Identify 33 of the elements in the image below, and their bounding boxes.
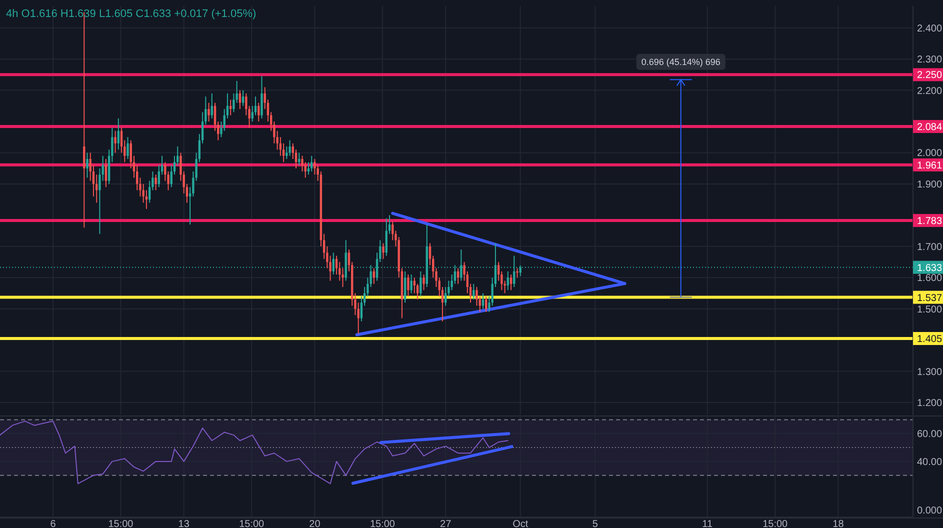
y-tick-label: 1.700 bbox=[917, 242, 942, 253]
y-tick-label: 1.300 bbox=[917, 366, 942, 378]
x-tick-label: 5 bbox=[592, 519, 598, 528]
x-tick-label: 15:00 bbox=[370, 519, 396, 528]
x-tick-label: 20 bbox=[309, 519, 321, 528]
y-tick-label: 2.400 bbox=[917, 23, 942, 34]
x-tick-label: 15:00 bbox=[762, 519, 788, 528]
x-tick-label: 13 bbox=[178, 519, 190, 528]
ref-line-label: 1.537 bbox=[917, 292, 942, 304]
ref-line-label: 2.250 bbox=[917, 70, 942, 82]
ref-line-label: 1.961 bbox=[917, 160, 942, 172]
ref-line-label: 2.084 bbox=[917, 122, 942, 134]
y-tick-label: 0.000 bbox=[917, 506, 942, 516]
ref-line-label: 1.405 bbox=[917, 334, 942, 346]
y-tick-label: 2.000 bbox=[917, 148, 942, 160]
y-tick-label: 1.500 bbox=[917, 304, 942, 316]
x-tick-label: 18 bbox=[832, 519, 844, 528]
y-tick-label: 40.00 bbox=[917, 456, 942, 468]
y-tick-label: 1.200 bbox=[917, 398, 942, 410]
y-tick-label: 1.900 bbox=[917, 179, 942, 190]
y-tick-label: 60.00 bbox=[917, 429, 942, 440]
ref-line-label: 1.783 bbox=[917, 216, 942, 227]
y-tick-label: 2.300 bbox=[917, 54, 942, 66]
x-tick-label: 15:00 bbox=[108, 519, 134, 528]
x-tick-label: Oct bbox=[512, 519, 528, 528]
y-tick-label: 1.600 bbox=[917, 273, 942, 284]
ref-line-label: 1.633 bbox=[917, 262, 942, 274]
annotation: 0.696 (45.14%) 696 bbox=[641, 56, 720, 67]
x-tick-label: 27 bbox=[440, 519, 452, 528]
y-tick-label: 2.200 bbox=[917, 86, 942, 97]
x-tick-label: 11 bbox=[702, 519, 713, 528]
x-tick-label: 6 bbox=[50, 519, 56, 528]
x-tick-label: 15:00 bbox=[239, 519, 265, 528]
